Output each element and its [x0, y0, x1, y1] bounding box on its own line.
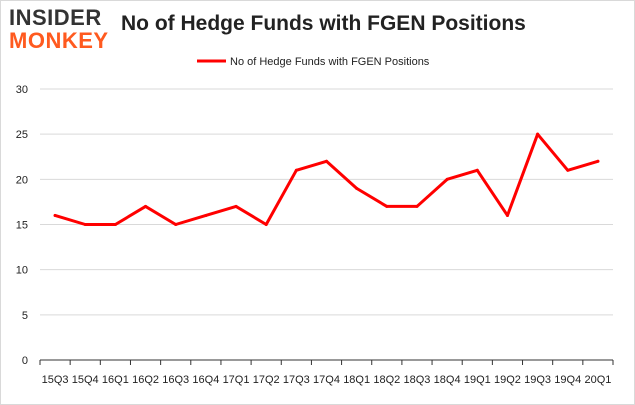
x-tick-label: 18Q1 — [343, 374, 370, 386]
x-tick-label: 16Q1 — [102, 374, 129, 386]
x-tick-label: 17Q1 — [223, 374, 250, 386]
x-tick-label: 15Q4 — [72, 374, 99, 386]
data-point — [385, 204, 389, 208]
y-tick-label: 25 — [16, 129, 28, 141]
y-tick-label: 30 — [16, 84, 28, 96]
x-tick-label: 19Q1 — [464, 374, 491, 386]
data-point — [536, 132, 540, 136]
chart-title: No of Hedge Funds with FGEN Positions — [121, 12, 526, 35]
x-tick-label: 19Q2 — [494, 374, 521, 386]
y-tick-label: 15 — [16, 220, 28, 232]
x-tick-label: 18Q4 — [434, 374, 461, 386]
x-tick-label: 15Q3 — [42, 374, 69, 386]
y-tick-label: 20 — [16, 174, 28, 186]
data-point — [505, 213, 509, 217]
logo-text-top: INSIDER — [9, 5, 102, 30]
x-tick-label: 20Q1 — [584, 374, 611, 386]
x-tick-label: 18Q3 — [404, 374, 431, 386]
y-tick-label: 5 — [22, 310, 28, 322]
data-point — [83, 223, 87, 226]
data-point — [234, 204, 238, 208]
data-point — [415, 204, 419, 208]
x-tick-label: 16Q4 — [192, 374, 219, 386]
data-point — [113, 223, 117, 226]
legend-label: No of Hedge Funds with FGEN Positions — [230, 56, 430, 68]
data-point — [355, 186, 359, 190]
x-tick-label: 18Q2 — [373, 374, 400, 386]
x-tick-label: 17Q3 — [283, 374, 310, 386]
insider-monkey-logo: INSIDER MONKEY — [9, 5, 119, 53]
x-tick-label: 16Q2 — [132, 374, 159, 386]
data-point — [325, 159, 328, 163]
logo-text-bottom: MONKEY — [9, 28, 109, 53]
data-point — [445, 177, 449, 181]
data-point — [264, 223, 268, 226]
data-point — [566, 168, 570, 172]
data-point — [596, 159, 600, 163]
x-tick-label: 17Q2 — [253, 374, 280, 386]
x-tick-label: 19Q3 — [524, 374, 551, 386]
data-point — [144, 204, 148, 208]
data-point — [475, 168, 479, 172]
y-tick-label: 0 — [22, 355, 28, 367]
data-point — [174, 223, 178, 226]
data-point — [204, 213, 208, 217]
data-point — [53, 213, 57, 217]
x-tick-label: 16Q3 — [162, 374, 189, 386]
data-point — [294, 168, 298, 172]
x-tick-label: 17Q4 — [313, 374, 340, 386]
y-tick-label: 10 — [16, 265, 28, 277]
x-tick-label: 19Q4 — [554, 374, 581, 386]
